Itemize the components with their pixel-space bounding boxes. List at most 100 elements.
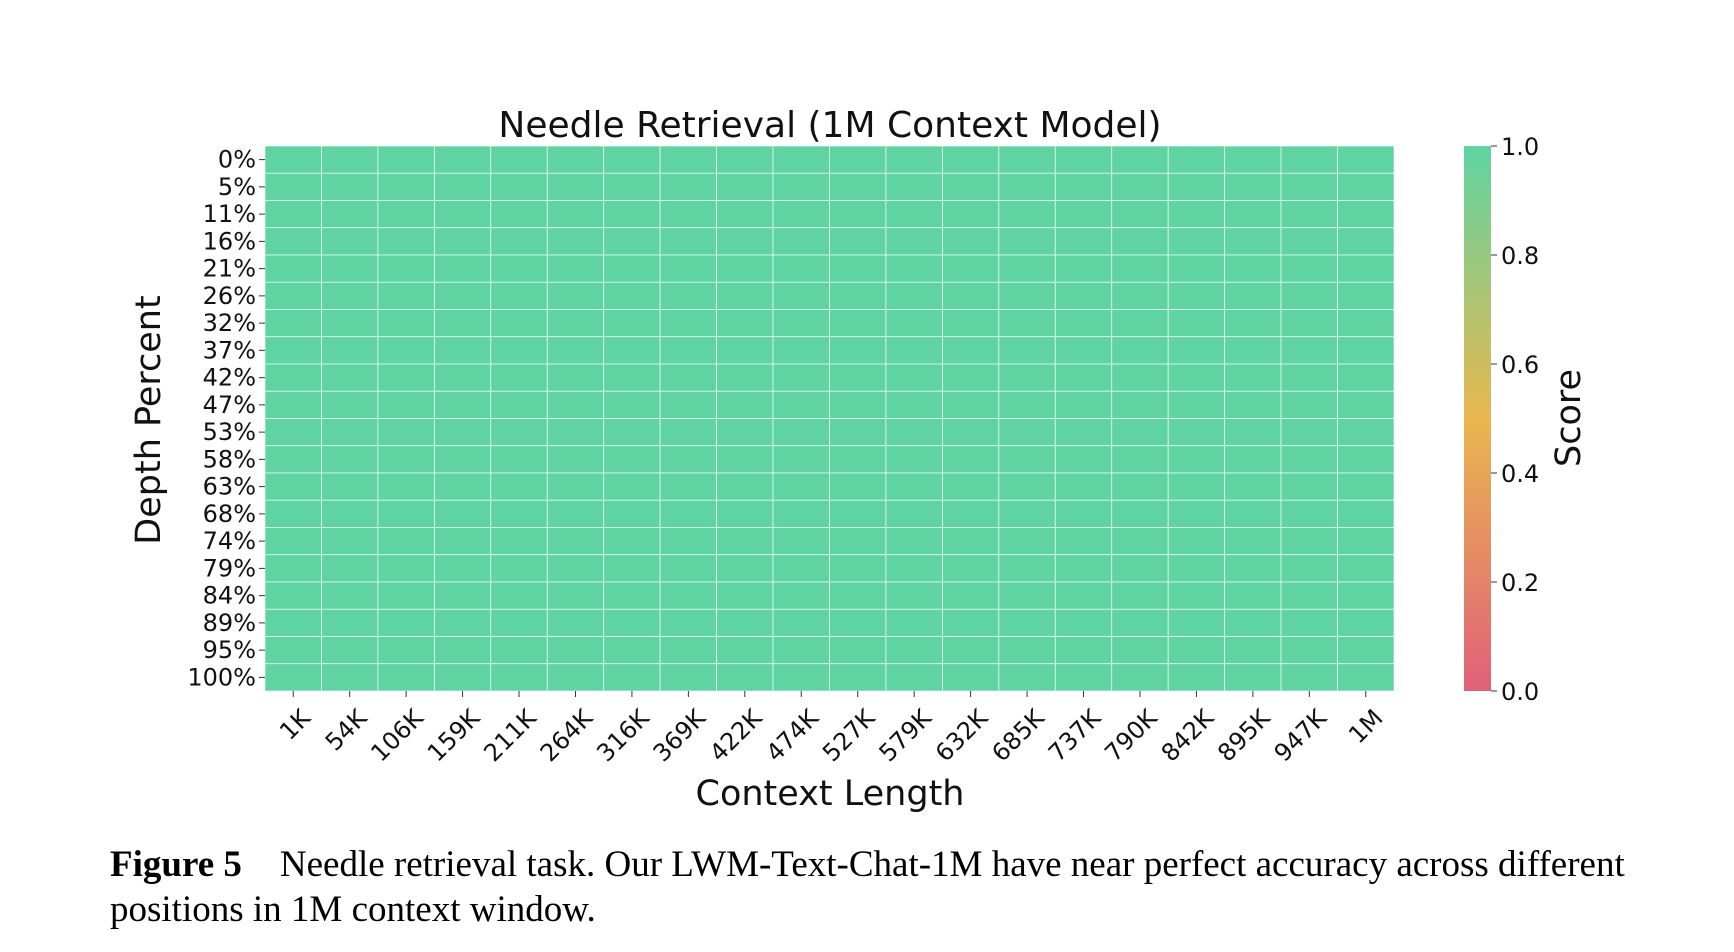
heatmap-cell	[1337, 363, 1395, 392]
x-tick-label: 579K	[874, 703, 938, 767]
heatmap-cell	[1111, 472, 1169, 501]
heatmap-cell	[998, 390, 1056, 419]
heatmap-cell	[377, 608, 435, 637]
heatmap-cell	[1224, 281, 1282, 310]
heatmap-cell	[490, 390, 548, 419]
heatmap-cell	[885, 527, 943, 556]
heatmap-cell	[829, 663, 887, 692]
heatmap-cell	[1167, 499, 1226, 528]
y-tick-label: 63%	[203, 473, 256, 501]
heatmap-cell	[829, 336, 887, 365]
heatmap-cell	[1224, 445, 1282, 474]
heatmap-cell	[377, 527, 435, 556]
heatmap-cell	[1167, 200, 1226, 229]
heatmap-cell	[1337, 281, 1395, 310]
heatmap-cell	[1337, 200, 1395, 229]
heatmap-cell	[716, 145, 774, 174]
heatmap-cell	[1337, 527, 1395, 556]
heatmap-cell	[433, 472, 492, 501]
heatmap-cell	[1224, 663, 1282, 692]
heatmap-cell	[716, 499, 774, 528]
heatmap-cell	[433, 527, 492, 556]
heatmap-cell	[603, 172, 661, 201]
heatmap-cell	[1054, 581, 1113, 610]
heatmap-cell	[829, 608, 887, 637]
heatmap-cell	[546, 200, 605, 229]
heatmap-cell	[490, 363, 548, 392]
heatmap-cell	[659, 418, 718, 447]
heatmap-cell	[1111, 581, 1169, 610]
heatmap-cell	[264, 172, 322, 201]
heatmap-cell	[321, 581, 379, 610]
heatmap-cell	[659, 608, 718, 637]
heatmap-cell	[1167, 254, 1226, 283]
heatmap-cell	[942, 227, 1000, 256]
heatmap-cell	[942, 445, 1000, 474]
heatmap-cell	[264, 309, 322, 338]
heatmap-cell	[1224, 390, 1282, 419]
y-axis-title: Depth Percent	[129, 295, 169, 544]
heatmap-cell	[1280, 227, 1338, 256]
heatmap-cell	[772, 499, 830, 528]
heatmap-cell	[1337, 172, 1395, 201]
heatmap-cell	[264, 145, 322, 174]
heatmap-cell	[433, 309, 492, 338]
heatmap-cell	[1054, 418, 1113, 447]
heatmap-cell	[546, 390, 605, 419]
heatmap-cell	[1167, 663, 1226, 692]
heatmap-cell	[603, 472, 661, 501]
heatmap-cell	[490, 281, 548, 310]
heatmap-cell	[1167, 363, 1226, 392]
heatmap-cell	[1280, 608, 1338, 637]
heatmap-cell	[546, 254, 605, 283]
y-tick-label: 58%	[203, 445, 256, 473]
heatmap-cell	[1111, 390, 1169, 419]
x-tick-label: 790K	[1099, 703, 1163, 767]
heatmap-cell	[716, 581, 774, 610]
heatmap-cell	[829, 472, 887, 501]
heatmap-cell	[1054, 554, 1113, 583]
heatmap-cell	[603, 309, 661, 338]
figure-caption: Figure 5 Needle retrieval task. Our LWM-T…	[110, 842, 1710, 932]
y-tick-label: 26%	[203, 282, 256, 310]
heatmap-cell	[716, 363, 774, 392]
x-tick-label: 895K	[1212, 703, 1276, 767]
heatmap-cell	[1054, 527, 1113, 556]
heatmap-cell	[659, 281, 718, 310]
heatmap-cell	[829, 145, 887, 174]
heatmap-cell	[603, 445, 661, 474]
heatmap-cell	[546, 636, 605, 665]
heatmap-cell	[321, 499, 379, 528]
heatmap-cell	[659, 554, 718, 583]
heatmap-cell	[377, 445, 435, 474]
heatmap-cell	[1111, 309, 1169, 338]
heatmap-cell	[1167, 390, 1226, 419]
heatmap-cell	[490, 336, 548, 365]
heatmap-cell	[546, 527, 605, 556]
heatmap-cell	[321, 390, 379, 419]
heatmap-cell	[998, 336, 1056, 365]
heatmap-cell	[659, 254, 718, 283]
heatmap-cell	[1167, 581, 1226, 610]
heatmap-cell	[1224, 227, 1282, 256]
x-tick-label: 632K	[930, 703, 994, 767]
heatmap-cell	[829, 200, 887, 229]
heatmap-cell	[321, 254, 379, 283]
y-axis-ticks: 0%5%11%16%21%26%32%37%42%47%53%58%63%68%…	[187, 146, 265, 691]
heatmap-cell	[490, 227, 548, 256]
heatmap-cell	[433, 336, 492, 365]
heatmap-cell	[1337, 608, 1395, 637]
x-tick-label: 369K	[648, 703, 712, 767]
heatmap-cell	[998, 172, 1056, 201]
heatmap-cell	[321, 145, 379, 174]
heatmap-cell	[1167, 527, 1226, 556]
heatmap-cell	[546, 418, 605, 447]
heatmap-cell	[1337, 554, 1395, 583]
heatmap-cell	[716, 527, 774, 556]
heatmap-cell	[772, 172, 830, 201]
heatmap-cell	[1054, 336, 1113, 365]
colorbar-tick-label: 1.0	[1501, 133, 1539, 161]
heatmap-cell	[490, 418, 548, 447]
heatmap-cell	[829, 527, 887, 556]
chart-title: Needle Retrieval (1M Context Model)	[498, 105, 1161, 146]
